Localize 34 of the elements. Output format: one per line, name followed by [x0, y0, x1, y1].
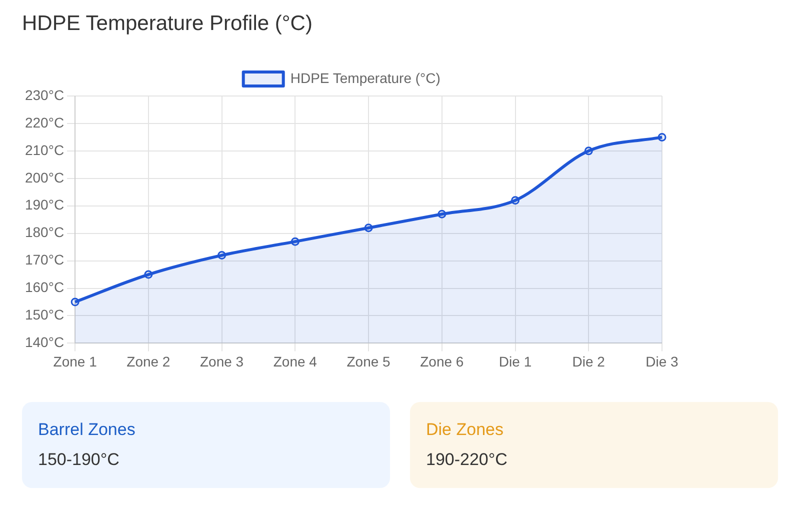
- x-tick-label: Zone 1: [53, 353, 98, 370]
- point: [658, 132, 666, 142]
- x-tick-label: Zone 5: [346, 353, 391, 370]
- y-tick-label: 180°C: [24, 224, 64, 240]
- y-tick-label: 150°C: [24, 306, 64, 323]
- text: Die Zones: [426, 420, 504, 440]
- point: [218, 251, 226, 260]
- point: [290, 237, 300, 246]
- text: Barrel Zones: [38, 420, 136, 440]
- x-tick-label: Zone 2: [126, 353, 170, 370]
- point: [70, 298, 80, 306]
- point: [511, 196, 520, 205]
- y-tick-label: 190°C: [24, 196, 64, 213]
- y-tick-label: 200°C: [24, 169, 64, 186]
- chart-title: HDPE Temperature Profile (°C): [22, 12, 314, 36]
- y-tick-label: 210°C: [24, 142, 64, 158]
- y-tick-label: 230°C: [24, 86, 64, 103]
- x-tick-label: Zone 6: [420, 353, 464, 370]
- text: 190-220°C: [426, 450, 508, 470]
- point: [364, 224, 373, 232]
- y-tick-label: 170°C: [24, 252, 64, 268]
- y-tick-label: 160°C: [24, 279, 64, 296]
- y-tick-label: 220°C: [24, 114, 64, 130]
- point: [144, 270, 153, 279]
- x-tick-label: Die 3: [646, 353, 679, 370]
- x-tick-label: Zone 3: [200, 353, 244, 370]
- point: [584, 146, 593, 156]
- y-tick-label: 140°C: [24, 334, 64, 350]
- legend-label: HDPE Temperature (°C): [290, 70, 440, 86]
- x-tick-label: Zone 4: [273, 353, 318, 370]
- point: [438, 210, 446, 218]
- text: 150-190°C: [38, 450, 120, 470]
- x-tick-label: Die 1: [498, 353, 532, 370]
- x-tick-label: Die 2: [572, 353, 606, 370]
